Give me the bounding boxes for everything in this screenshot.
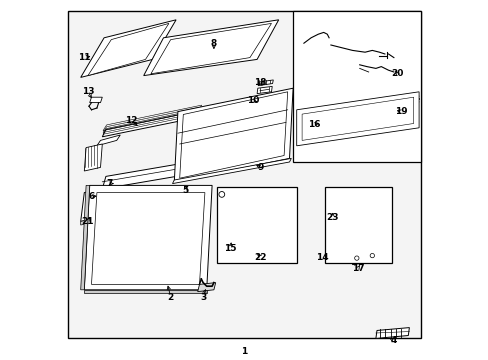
- Polygon shape: [352, 250, 377, 265]
- Polygon shape: [375, 328, 408, 338]
- Text: 8: 8: [210, 39, 217, 48]
- Polygon shape: [81, 20, 176, 77]
- Polygon shape: [197, 283, 215, 292]
- Polygon shape: [81, 218, 99, 225]
- Polygon shape: [296, 92, 418, 146]
- Polygon shape: [151, 23, 271, 74]
- Text: 2: 2: [167, 292, 173, 302]
- Polygon shape: [143, 20, 278, 76]
- Text: 21: 21: [81, 217, 94, 226]
- Circle shape: [354, 256, 358, 260]
- Polygon shape: [179, 92, 287, 178]
- Polygon shape: [258, 80, 273, 86]
- Polygon shape: [81, 189, 102, 221]
- Polygon shape: [257, 86, 272, 94]
- Polygon shape: [84, 185, 212, 290]
- Polygon shape: [84, 144, 102, 171]
- Circle shape: [219, 192, 224, 197]
- Polygon shape: [102, 110, 203, 137]
- Polygon shape: [102, 149, 264, 189]
- Text: 19: 19: [394, 107, 407, 116]
- Text: 14: 14: [315, 253, 327, 262]
- Text: 15: 15: [224, 244, 236, 253]
- Text: 20: 20: [390, 69, 403, 78]
- Bar: [217, 187, 296, 263]
- Bar: [292, 11, 420, 162]
- Polygon shape: [172, 158, 291, 184]
- Text: 23: 23: [326, 213, 338, 222]
- Text: 4: 4: [390, 336, 396, 345]
- Text: 22: 22: [254, 253, 266, 262]
- Circle shape: [369, 253, 374, 258]
- Text: 3: 3: [200, 292, 206, 302]
- Text: 5: 5: [182, 186, 188, 195]
- Polygon shape: [84, 290, 206, 293]
- Text: 9: 9: [257, 163, 264, 172]
- Text: 12: 12: [124, 116, 137, 125]
- Text: 13: 13: [81, 87, 94, 96]
- Text: 10: 10: [247, 96, 259, 105]
- Text: 6: 6: [88, 192, 95, 201]
- Polygon shape: [81, 185, 89, 290]
- Polygon shape: [174, 88, 292, 182]
- Text: 7: 7: [106, 179, 112, 188]
- Bar: [325, 187, 391, 263]
- Polygon shape: [97, 135, 120, 146]
- Text: 18: 18: [254, 78, 266, 87]
- Text: 17: 17: [351, 264, 364, 273]
- Polygon shape: [88, 23, 168, 76]
- Text: 11: 11: [78, 53, 90, 62]
- Polygon shape: [89, 97, 102, 103]
- Text: 1: 1: [241, 346, 247, 356]
- Text: 16: 16: [308, 120, 320, 129]
